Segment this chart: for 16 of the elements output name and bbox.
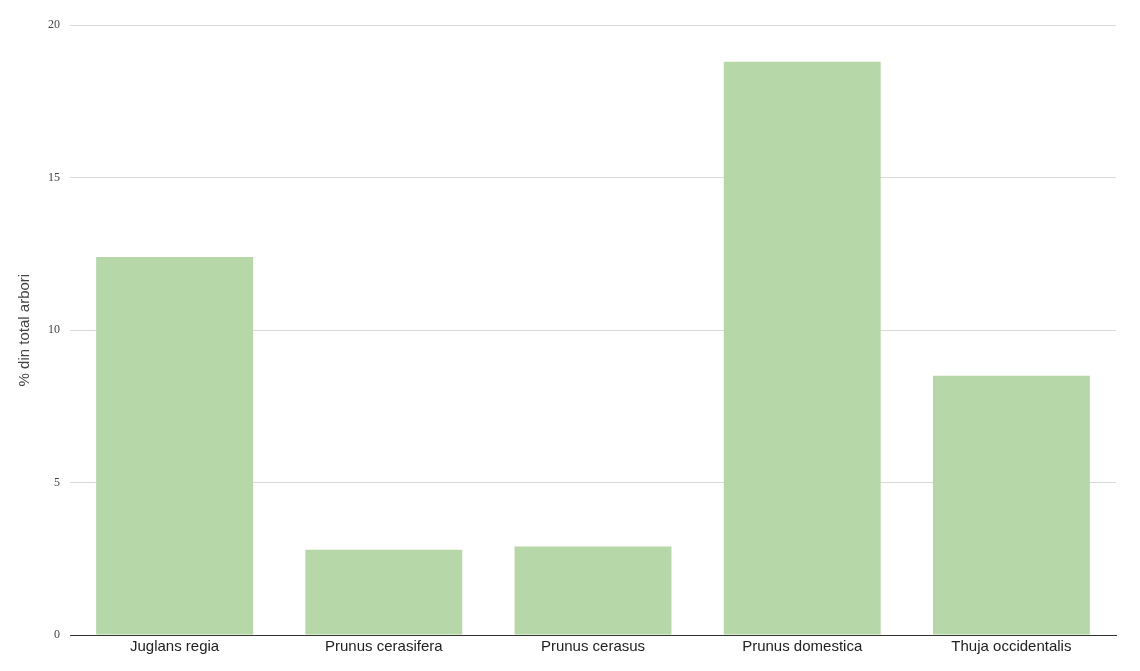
bar — [723, 61, 881, 635]
y-tick-label: 15 — [48, 169, 60, 184]
x-tick-label: Prunus domestica — [742, 637, 863, 655]
y-axis-title: % din total arbori — [15, 273, 33, 387]
bar — [96, 256, 254, 635]
y-tick-label: 5 — [54, 474, 60, 489]
bar — [932, 375, 1090, 635]
x-tick-label: Thuja occidentalis — [951, 637, 1072, 655]
x-tick-label: Prunus cerasus — [540, 637, 646, 655]
y-tick-label: 10 — [48, 322, 60, 337]
bar — [305, 549, 463, 635]
x-tick-label: Prunus cerasifera — [325, 637, 444, 655]
x-tick-label: Juglans regia — [129, 637, 220, 655]
y-tick-label: 20 — [48, 17, 60, 32]
bar — [514, 546, 672, 635]
y-tick-label: 0 — [54, 627, 60, 642]
